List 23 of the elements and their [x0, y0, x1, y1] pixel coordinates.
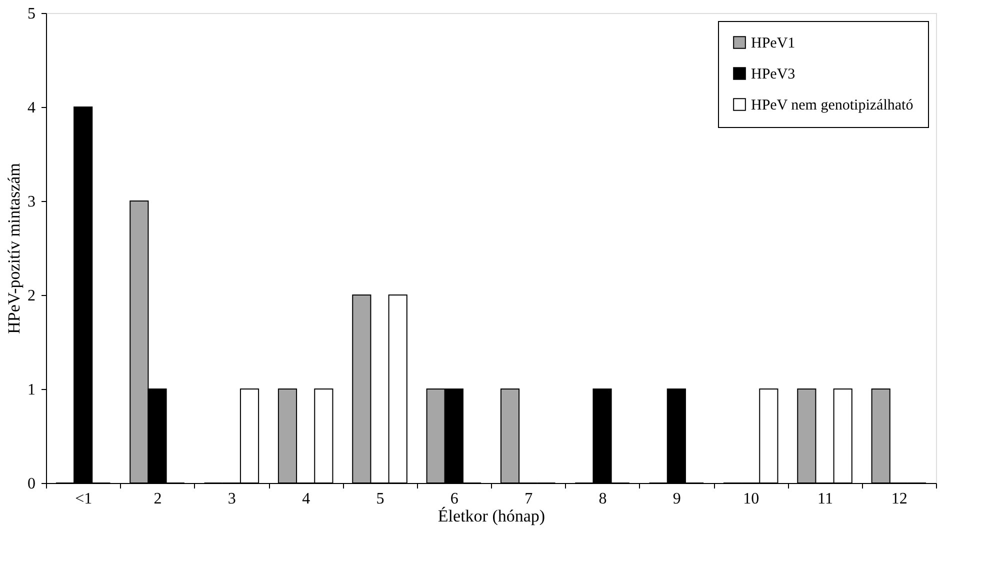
- y-tick-label: 1: [28, 382, 36, 398]
- x-tick-label: 2: [154, 490, 162, 508]
- x-axis-title: Életkor (hónap): [438, 506, 546, 526]
- y-tick-label: 5: [28, 6, 36, 22]
- y-tick-label: 0: [28, 476, 36, 492]
- legend-label: HPeV1: [751, 36, 796, 52]
- x-tick-label: 7: [524, 490, 533, 508]
- x-tick-label: 10: [743, 490, 760, 508]
- x-tick-label: 12: [891, 490, 908, 508]
- y-axis-title: HPeV-pozitív mintaszám: [4, 163, 24, 334]
- y-tick-label: 3: [28, 194, 36, 210]
- x-tick-label: 5: [376, 490, 384, 508]
- x-tick-label: 9: [672, 490, 681, 508]
- x-tick-label: 6: [450, 490, 458, 508]
- x-tick-label: 8: [598, 490, 607, 508]
- x-tick-label: 11: [818, 490, 833, 508]
- y-tick-label: 2: [28, 288, 36, 304]
- x-tick-label: 3: [228, 490, 236, 508]
- x-tick-label: 4: [302, 490, 310, 508]
- legend-label: HPeV3: [751, 66, 796, 82]
- x-tick-label: <1: [75, 490, 92, 508]
- y-tick-label: 4: [28, 100, 36, 116]
- legend-label: HPeV nem genotipizálható: [751, 98, 914, 114]
